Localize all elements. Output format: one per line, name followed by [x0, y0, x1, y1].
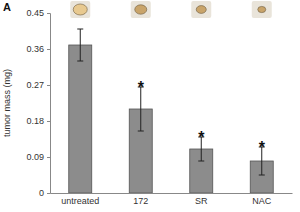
y-tick: 0 [39, 188, 50, 198]
significance-mark: * [259, 139, 266, 156]
y-tick-mark [47, 121, 50, 122]
error-cap [259, 175, 265, 176]
x-tick-label: NAC [252, 196, 272, 206]
y-tick-mark [47, 13, 50, 14]
tumor-photo [70, 1, 90, 18]
error-cap [138, 131, 144, 132]
y-axis-line [47, 14, 51, 194]
y-tick-label: 0.18 [26, 116, 44, 126]
tumor-photo [252, 1, 272, 18]
x-tick-label: SR [195, 196, 208, 206]
y-axis: 0 0.09 0.18 0.27 0.36 0.45 [26, 8, 50, 198]
tumor-photo [191, 1, 211, 18]
x-tick-label: 172 [133, 196, 148, 206]
significance-mark: * [138, 79, 145, 96]
y-tick-label: 0 [39, 188, 44, 198]
x-tick: NAC [252, 193, 272, 206]
marks [69, 29, 273, 193]
y-tick: 0.45 [26, 8, 50, 18]
tumor-photos [70, 1, 272, 18]
annotations: * * * [138, 79, 266, 156]
tumor-photo [131, 1, 151, 18]
y-tick-label: 0.09 [26, 152, 44, 162]
error-bar [77, 29, 83, 61]
error-cap [198, 161, 204, 162]
y-tick: 0.36 [26, 44, 50, 54]
y-tick: 0.27 [26, 80, 50, 90]
tumor-photo [196, 6, 206, 14]
x-tick: 172 [133, 193, 148, 206]
tumor-photo [135, 5, 147, 14]
x-tick-label: untreated [61, 196, 99, 206]
error-cap [77, 29, 83, 30]
x-tick: untreated [61, 193, 99, 206]
bar [69, 45, 92, 193]
y-tick: 0.18 [26, 116, 50, 126]
x-axis-line [51, 193, 293, 194]
y-tick-mark [47, 49, 50, 50]
x-tick: SR [195, 193, 208, 206]
x-axis: untreated 172 SR NAC [51, 193, 293, 206]
chart: 00.090.180.270.360.45untreated172SRNAC**… [0, 0, 300, 212]
error-line [80, 29, 81, 61]
tumor-photo [73, 4, 87, 15]
y-tick-mark [47, 193, 50, 194]
y-tick: 0.09 [26, 152, 50, 162]
y-tick-label: 0.45 [26, 8, 44, 18]
title: A [3, 1, 11, 13]
y-tick-mark [47, 157, 50, 158]
error-cap [77, 61, 83, 62]
y-tick-mark [47, 85, 50, 86]
tumor-photo [258, 6, 266, 12]
significance-mark: * [198, 129, 205, 146]
plot-area: 00.090.180.270.360.45untreated172SRNAC**… [26, 8, 292, 206]
y-tick-label: 0.27 [26, 80, 44, 90]
y-tick-label: 0.36 [26, 44, 44, 54]
y-axis-title: tumor mass (mg) [2, 69, 12, 137]
